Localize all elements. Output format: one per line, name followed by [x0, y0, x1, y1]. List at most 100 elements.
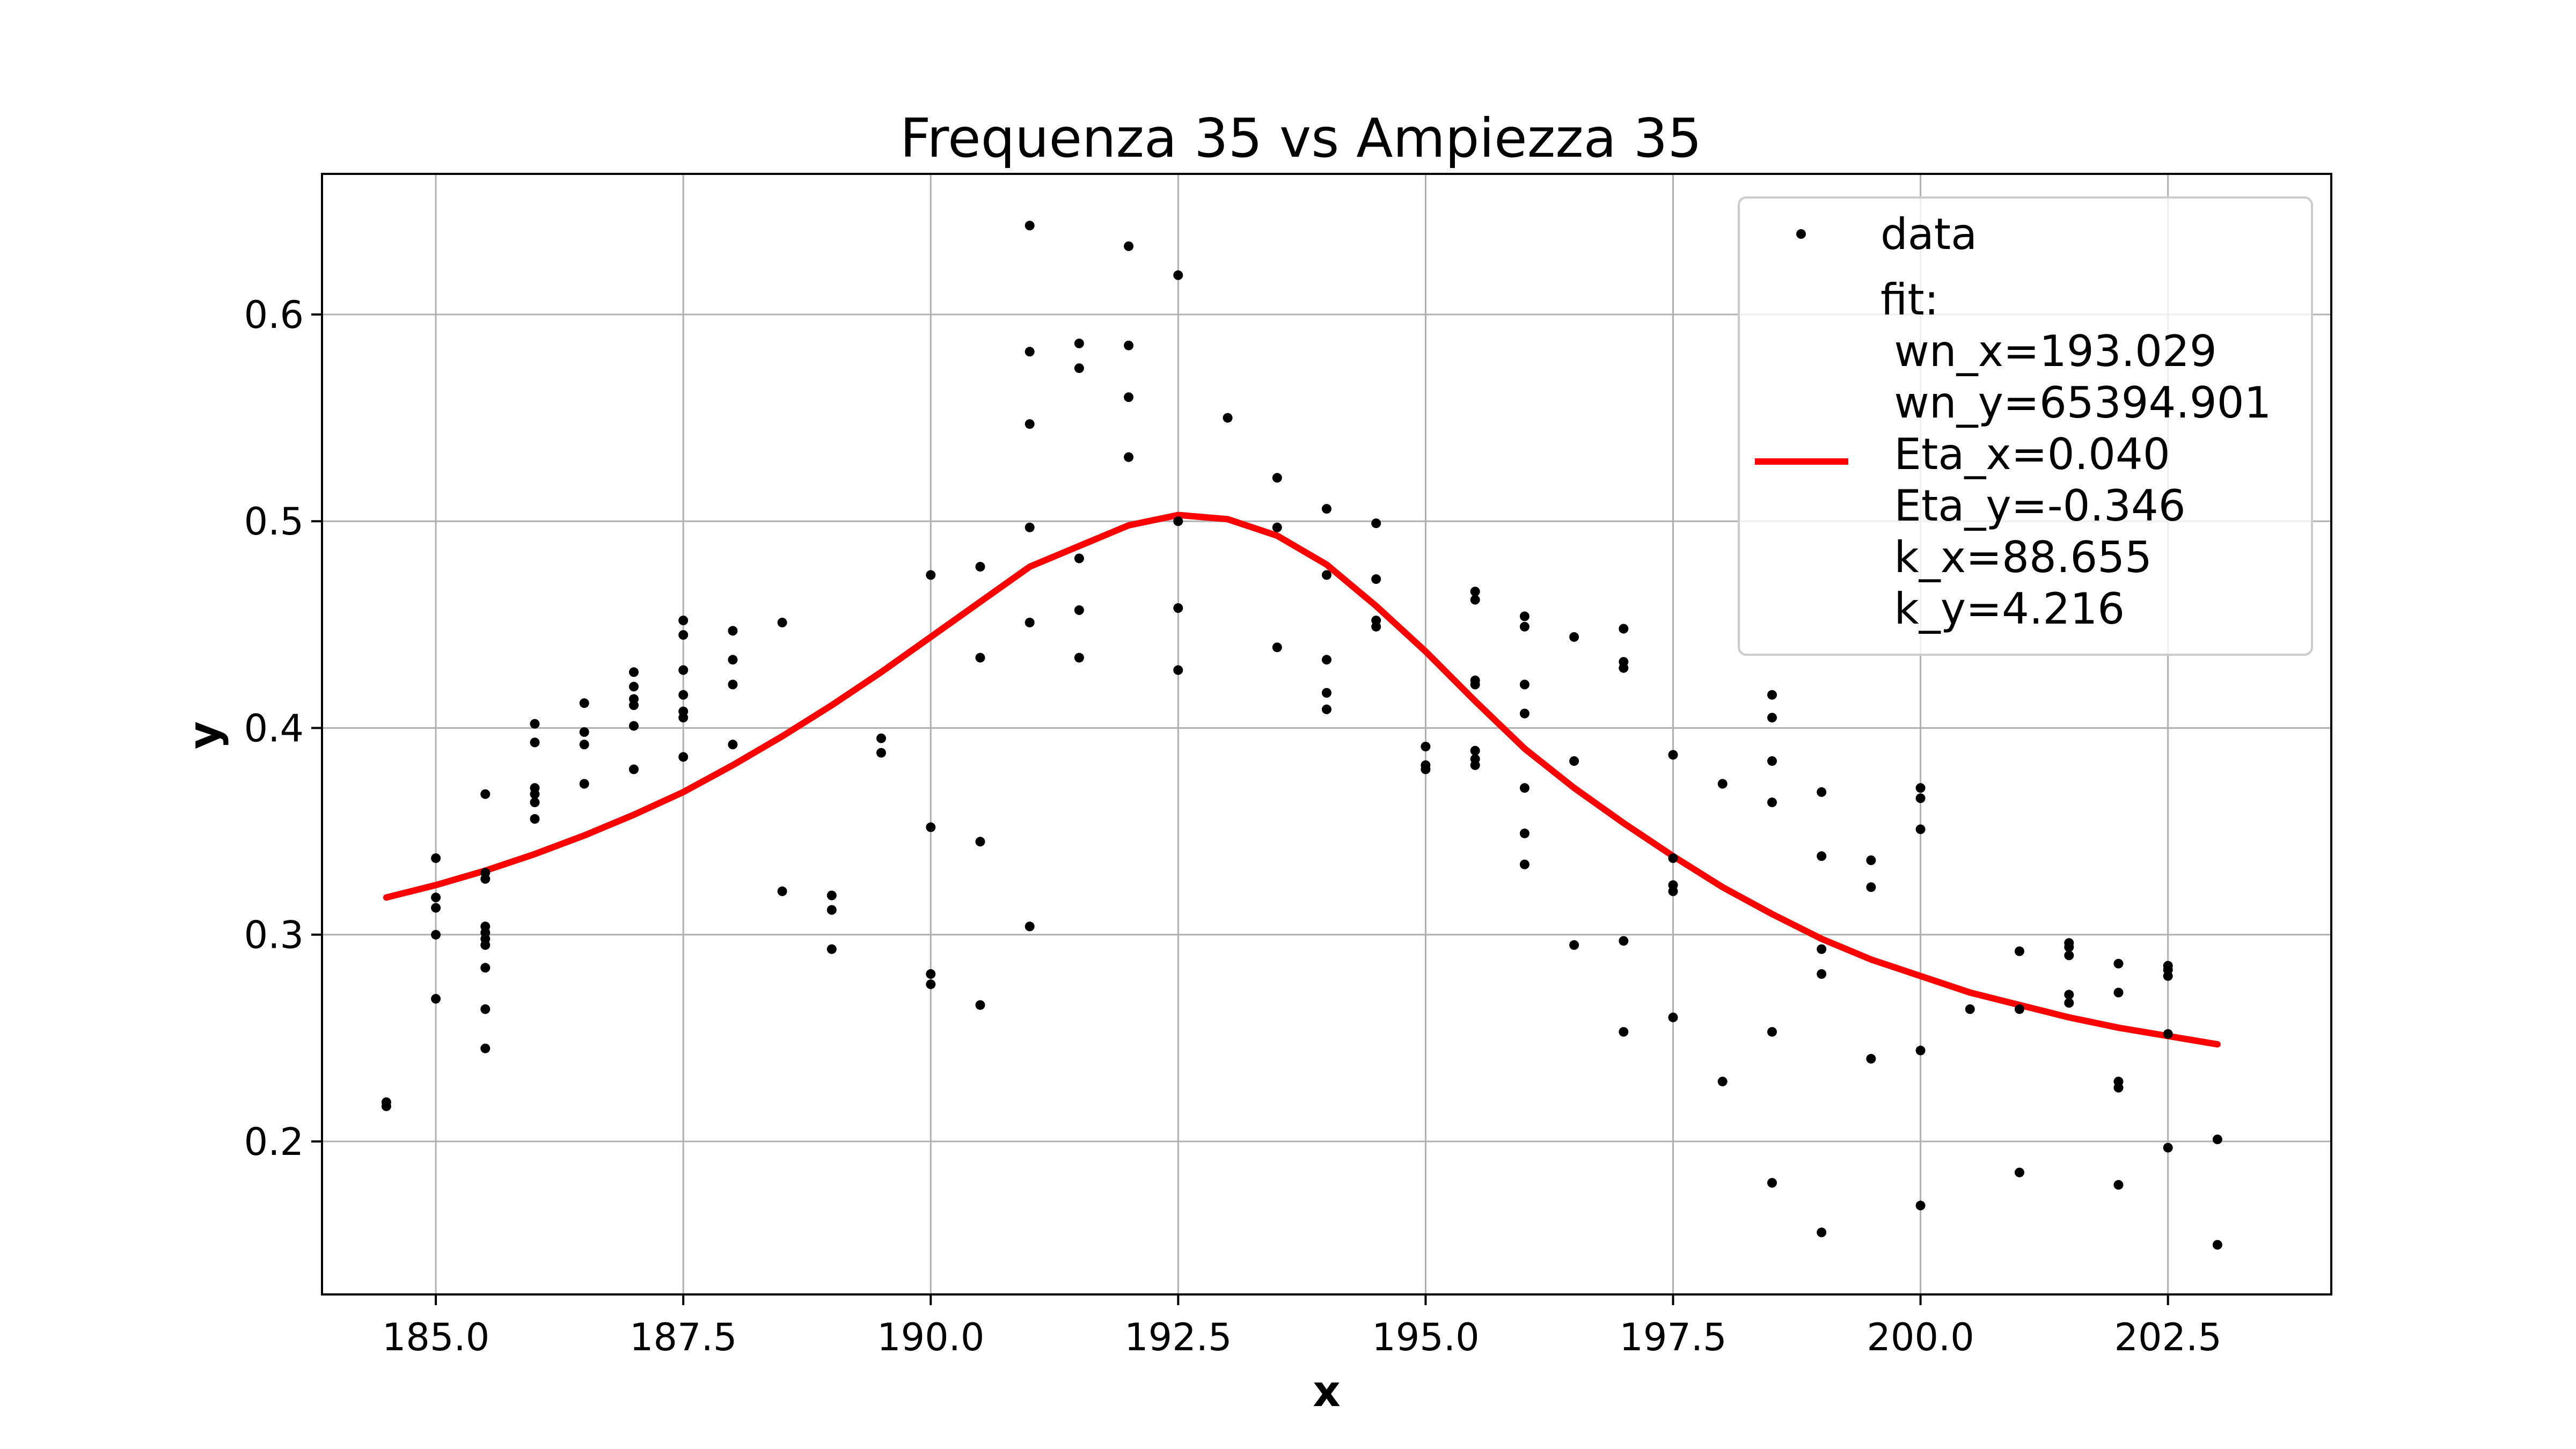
x-tick-label: 185.0: [382, 1315, 489, 1359]
data-point: [1817, 851, 1827, 861]
data-point: [480, 963, 491, 973]
data-point: [826, 944, 837, 954]
data-point: [1668, 1012, 1678, 1022]
data-point: [1519, 859, 1529, 869]
data-point: [1272, 473, 1282, 483]
y-tick-label: 0.2: [244, 1120, 304, 1164]
data-point: [2163, 971, 2173, 981]
data-point: [1322, 655, 1331, 665]
data-point: [1371, 621, 1381, 632]
legend-box: [1738, 196, 2313, 656]
data-point: [1767, 713, 1777, 723]
data-point: [926, 969, 936, 979]
data-point: [1866, 855, 1876, 865]
data-point: [1915, 1201, 1926, 1211]
data-point: [1965, 1004, 1975, 1014]
data-point: [826, 905, 837, 915]
fit-curve: [383, 511, 2221, 1048]
x-tick-label: 197.5: [1619, 1315, 1726, 1359]
data-point: [1619, 624, 1629, 634]
legend-fit-line-2: wn_x=193.029: [1880, 326, 2217, 376]
y-axis-label: y: [179, 721, 229, 749]
y-axis-ticks: 0.2 0.3 0.4 0.5 0.6: [244, 293, 322, 1164]
data-point: [2064, 990, 2074, 1000]
data-point: [2064, 950, 2074, 961]
data-point: [431, 853, 441, 863]
data-point: [1817, 969, 1827, 979]
legend-label-data: data: [1880, 209, 1977, 259]
data-point: [530, 797, 540, 808]
legend-fit-line-4: Eta_x=0.040: [1880, 429, 2170, 479]
data-point: [777, 618, 787, 627]
data-point: [1074, 338, 1084, 348]
data-point: [629, 721, 639, 731]
data-point: [1519, 708, 1529, 719]
x-axis-ticks: 185.0 187.5 190.0 192.5 195.0 197.5 200.0 202.5: [382, 1294, 2222, 1359]
y-tick-label: 0.5: [244, 500, 304, 544]
data-point: [1322, 504, 1331, 514]
plot-frame: [321, 173, 2332, 1296]
data-point: [876, 748, 886, 758]
data-point: [1322, 570, 1331, 580]
legend: data fit: wn_x=193.029 wn_y=65394.901 Et…: [1738, 196, 2313, 656]
legend-fit-line-1: fit:: [1880, 275, 1939, 325]
data-point: [1124, 452, 1134, 462]
data-point: [1668, 886, 1678, 896]
data-point: [2113, 1180, 2124, 1190]
data-point: [2015, 1004, 2024, 1014]
y-tick-label: 0.4: [244, 706, 304, 750]
data-point: [1817, 944, 1827, 954]
legend-fit-line-7: k_y=4.216: [1880, 584, 2125, 634]
data-point: [431, 903, 441, 913]
data-point: [530, 814, 540, 824]
data-point: [728, 626, 738, 636]
data-point: [678, 752, 689, 762]
data-point: [1074, 363, 1084, 374]
data-point: [678, 713, 689, 723]
data-point: [975, 1000, 985, 1010]
data-point: [1519, 783, 1529, 793]
data-point: [1421, 764, 1431, 774]
data-point: [1866, 1053, 1876, 1064]
x-tick-label: 187.5: [630, 1315, 737, 1359]
data-point: [1371, 574, 1381, 584]
data-point: [579, 698, 589, 708]
data-point: [1470, 587, 1480, 597]
x-tick-label: 195.0: [1372, 1315, 1479, 1359]
data-point: [1767, 690, 1777, 700]
data-point: [1619, 1027, 1629, 1037]
data-point: [1519, 611, 1529, 621]
data-point: [2163, 1143, 2173, 1153]
data-point: [826, 890, 837, 901]
data-point: [480, 1004, 491, 1014]
data-point: [1619, 663, 1629, 673]
data-point: [2064, 998, 2074, 1008]
x-tick-label: 200.0: [1867, 1315, 1974, 1359]
data-point: [1173, 665, 1183, 675]
data-point: [1915, 783, 1926, 793]
data-point: [1915, 824, 1926, 835]
data-point: [480, 874, 491, 884]
data-point: [678, 665, 689, 675]
data-point: [1272, 522, 1282, 532]
data-point: [1519, 621, 1529, 632]
data-point: [777, 886, 787, 896]
data-points: [381, 221, 2222, 1250]
data-point: [1668, 750, 1678, 760]
data-point: [579, 779, 589, 789]
data-point: [1717, 1077, 1728, 1087]
data-point: [629, 700, 639, 711]
data-point: [2015, 1167, 2024, 1177]
data-point: [431, 994, 441, 1004]
data-point: [1173, 603, 1183, 613]
data-point: [1470, 745, 1480, 756]
data-point: [1817, 1227, 1827, 1238]
data-point: [2212, 1135, 2222, 1145]
legend-label-fit: fit: wn_x=193.029 wn_y=65394.901 Eta_x=0…: [1880, 275, 2285, 634]
data-point: [1074, 553, 1084, 564]
data-point: [1519, 679, 1529, 690]
data-point: [1024, 522, 1035, 532]
data-point: [579, 727, 589, 737]
data-point: [1223, 413, 1233, 423]
